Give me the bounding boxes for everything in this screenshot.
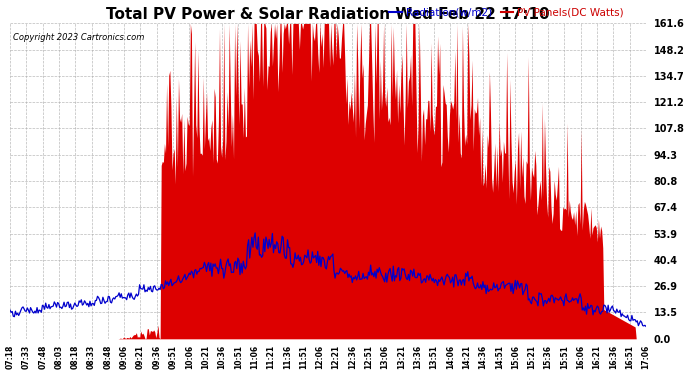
Text: Copyright 2023 Cartronics.com: Copyright 2023 Cartronics.com (13, 33, 145, 42)
Title: Total PV Power & Solar Radiation Wed Feb 22 17:10: Total PV Power & Solar Radiation Wed Feb… (106, 7, 550, 22)
Legend: Radiation(w/m2), PV Panels(DC Watts): Radiation(w/m2), PV Panels(DC Watts) (385, 3, 628, 22)
